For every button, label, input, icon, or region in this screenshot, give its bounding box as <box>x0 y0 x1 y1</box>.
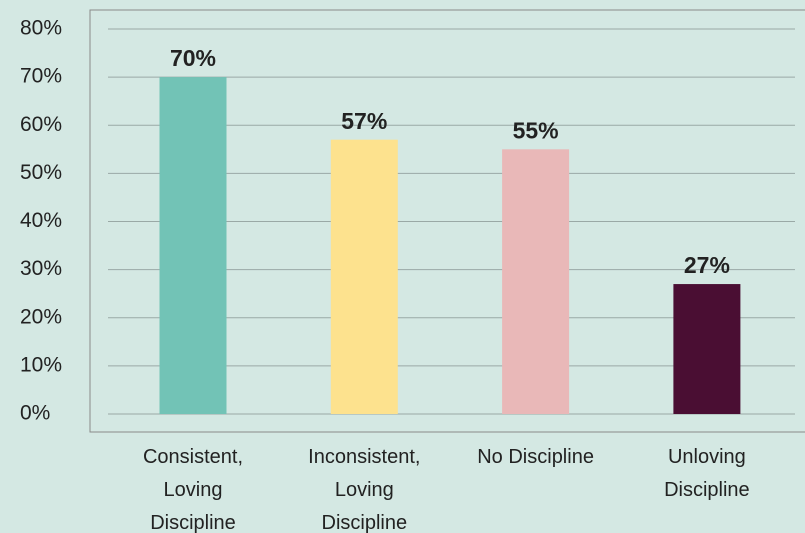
y-tick-label: 10% <box>20 353 62 376</box>
y-tick-label: 80% <box>20 17 62 40</box>
y-tick-label: 70% <box>20 65 62 88</box>
bar <box>330 139 398 414</box>
value-label: 57% <box>341 108 387 134</box>
bar <box>502 149 570 414</box>
y-tick-label: 0% <box>20 402 50 425</box>
y-tick-label: 60% <box>20 113 62 136</box>
bar <box>673 284 741 414</box>
value-label: 27% <box>684 252 730 278</box>
bar <box>159 77 227 414</box>
plot-frame <box>89 9 805 433</box>
x-tick-label: Unloving Discipline <box>664 446 750 501</box>
y-tick-label: 30% <box>20 257 62 280</box>
y-tick-label: 40% <box>20 209 62 232</box>
x-tick-label: Inconsistent, Loving Discipline <box>308 446 421 533</box>
y-tick-label: 50% <box>20 161 62 184</box>
y-tick-label: 20% <box>20 305 62 328</box>
x-tick-label: No Discipline <box>477 446 594 468</box>
value-label: 55% <box>513 117 559 143</box>
value-label: 70% <box>170 45 216 71</box>
x-tick-label: Consistent, Loving Discipline <box>142 446 244 533</box>
